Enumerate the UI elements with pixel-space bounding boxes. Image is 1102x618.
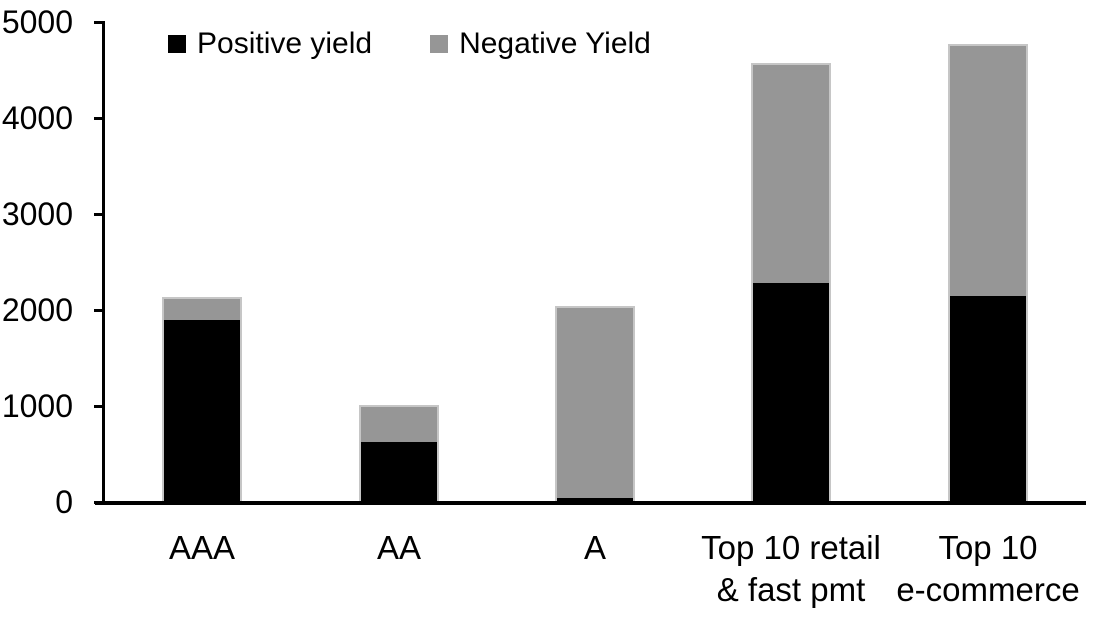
x-category-label: Top 10 retail & fast pmt xyxy=(651,527,931,611)
y-tick-mark xyxy=(94,21,103,24)
x-category-label-line: A xyxy=(583,529,606,566)
bar-segment-positive-yield xyxy=(360,442,438,502)
bar-segment-positive-yield xyxy=(949,295,1027,502)
bar-segment-negative-yield xyxy=(360,406,438,443)
x-category-label: AAA xyxy=(62,527,342,569)
x-category-label-line: AA xyxy=(376,529,422,566)
bar-segment-negative-yield xyxy=(556,307,634,499)
y-tick-mark xyxy=(94,117,103,120)
bar-segment-positive-yield xyxy=(163,319,241,502)
y-tick-label: 2000 xyxy=(1,292,73,328)
x-category-label-line: & fast pmt xyxy=(716,571,866,608)
x-category-label-line: Top 10 retail xyxy=(701,529,881,566)
x-category-label-line: AAA xyxy=(168,529,236,566)
legend-label-positive-yield: Positive yield xyxy=(197,27,373,60)
x-axis-line xyxy=(95,501,1086,505)
bar-segment-negative-yield xyxy=(949,45,1027,296)
y-tick-label: 4000 xyxy=(1,100,73,136)
y-tick-mark xyxy=(94,213,103,216)
bar-segment-negative-yield xyxy=(752,64,830,284)
x-category-label: AA xyxy=(259,527,539,569)
y-tick-mark xyxy=(94,309,103,312)
bar-segment-positive-yield xyxy=(556,498,634,502)
y-tick-label: 1000 xyxy=(1,388,73,424)
bar-segment-positive-yield xyxy=(752,283,830,502)
y-tick-label: 5000 xyxy=(1,4,73,40)
negative-yield-swatch-icon xyxy=(430,35,449,53)
positive-yield-swatch-icon xyxy=(168,35,186,53)
legend-item-negative-yield: Negative Yield xyxy=(430,27,651,61)
bar-segment-negative-yield xyxy=(163,298,241,320)
y-tick-label: 0 xyxy=(55,484,73,520)
x-category-label: Top 10 e-commerce xyxy=(848,527,1102,611)
legend: Positive yield Negative Yield xyxy=(168,26,651,62)
x-category-label: A xyxy=(455,527,735,569)
y-tick-label: 3000 xyxy=(1,196,73,232)
y-tick-mark xyxy=(94,405,103,408)
legend-label-negative-yield: Negative Yield xyxy=(459,27,651,60)
x-category-label-line: e-commerce xyxy=(896,571,1080,608)
x-category-label-line: Top 10 xyxy=(938,529,1038,566)
legend-item-positive-yield: Positive yield xyxy=(168,27,372,61)
y-axis-line xyxy=(102,21,105,502)
